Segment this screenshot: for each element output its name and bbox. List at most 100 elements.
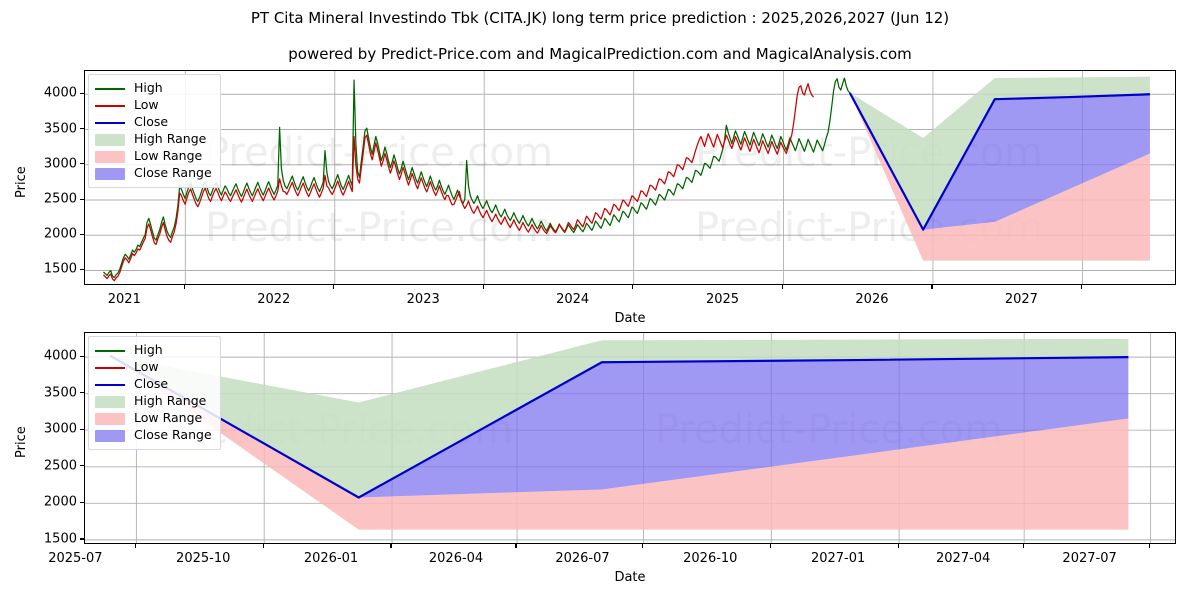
x-tick-mark — [1022, 544, 1024, 548]
y-tick-label: 3500 — [43, 121, 77, 136]
y-tick-label: 1500 — [43, 261, 77, 277]
x-tick-mark — [931, 285, 933, 289]
legend-swatch-close-range-icon — [95, 167, 125, 181]
y-tick-mark — [80, 128, 84, 130]
legend-item[interactable]: Close Range — [95, 427, 212, 444]
legend-swatch-mark — [95, 167, 125, 180]
legend-item-label: High — [134, 80, 163, 96]
legend-swatch-high-range-icon — [95, 133, 125, 147]
close-range-band — [849, 92, 1150, 230]
x-tick-mark — [897, 544, 899, 548]
legend-swatch-mark — [95, 429, 125, 442]
x-tick-mark — [183, 285, 185, 289]
legend-swatch-low-range-icon — [95, 412, 125, 426]
x-axis-label: Date — [614, 570, 646, 585]
legend-item[interactable]: Low — [95, 97, 212, 114]
legend-item[interactable]: High Range — [95, 393, 212, 410]
legend-item-label: Low Range — [134, 410, 203, 426]
legend-item-label: High Range — [134, 393, 207, 409]
chart-legend: High Low Close High Range Low Range Close Ran… — [88, 74, 221, 188]
legend-swatch-high-range-icon — [95, 395, 125, 409]
y-tick-mark — [80, 163, 84, 165]
legend-item-label: High Range — [134, 131, 207, 147]
x-tick-mark — [781, 285, 784, 289]
legend-item[interactable]: Low Range — [95, 148, 212, 165]
x-tick-mark — [641, 544, 644, 548]
legend-item[interactable]: High — [95, 342, 212, 359]
legend-swatch-close-icon — [95, 116, 125, 130]
y-tick-label: 3000 — [43, 421, 77, 437]
legend-swatch-high-icon — [95, 82, 125, 96]
x-tick-mark — [482, 285, 484, 289]
y-tick-label: 3500 — [43, 385, 77, 401]
legend-swatch-mark — [95, 150, 125, 163]
low-range-band — [849, 92, 1150, 261]
legend-item[interactable]: High — [95, 80, 212, 97]
legend-item[interactable]: Close — [95, 376, 212, 393]
watermark-text: Predict-Price.com — [205, 205, 553, 251]
legend-item-label: High — [134, 342, 163, 358]
legend-swatch-close-icon — [95, 378, 125, 392]
y-tick-mark — [80, 92, 84, 94]
x-tick-label: 2027-04 — [936, 551, 991, 566]
legend-item[interactable]: Low Range — [95, 410, 212, 427]
x-tick-label: 2025-10 — [176, 551, 231, 566]
x-tick-label: 2027 — [1004, 292, 1038, 307]
top-chart-panel: Predict-Price.com Predict-Price.com Predic… — [84, 70, 1176, 285]
x-tick-label: 2025-07 — [48, 551, 103, 566]
legend-swatch-close-range-icon — [95, 429, 125, 443]
y-tick-mark — [80, 501, 84, 504]
legend-item[interactable]: Close Range — [95, 165, 212, 182]
y-axis-label: Price — [14, 426, 29, 458]
close-prediction-line — [848, 92, 1151, 231]
legend-swatch-mark — [95, 349, 125, 352]
legend-swatch-mark — [95, 133, 125, 146]
x-tick-mark — [632, 285, 634, 289]
y-tick-label: 3000 — [43, 156, 77, 172]
y-tick-mark — [80, 538, 84, 540]
x-tick-label: 2027-07 — [1062, 551, 1117, 566]
x-tick-label: 2024 — [556, 292, 590, 307]
x-tick-label: 2021 — [107, 292, 141, 307]
page-subtitle: powered by Predict-Price.com and Magical… — [288, 45, 912, 63]
x-tick-label: 2026-01 — [303, 551, 359, 566]
legend-swatch-mark — [95, 383, 125, 386]
legend-item[interactable]: Close — [95, 114, 212, 131]
x-tick-mark — [515, 544, 517, 548]
legend-swatch-mark — [95, 121, 125, 124]
x-tick-mark — [769, 544, 771, 548]
history-low-line — [102, 83, 815, 282]
x-tick-mark — [262, 544, 264, 548]
y-tick-mark — [80, 392, 84, 394]
legend-swatch-mark — [95, 366, 125, 369]
y-tick-label: 2500 — [43, 458, 77, 474]
legend-item[interactable]: Low — [95, 359, 212, 376]
x-tick-mark — [1080, 285, 1082, 289]
x-tick-label: 2022 — [257, 292, 291, 307]
legend-swatch-mark — [95, 104, 125, 107]
legend-swatch-low-icon — [95, 99, 125, 113]
y-tick-mark — [80, 428, 84, 430]
legend-item[interactable]: High Range — [95, 131, 212, 148]
chart-canvas: Predict-Price.com Predict-Price.comPredic… — [85, 71, 1175, 284]
x-tick-label: 2026-07 — [555, 551, 610, 566]
x-tick-mark — [1149, 544, 1151, 548]
x-tick-label: 2026-10 — [683, 551, 738, 566]
y-tick-label: 4000 — [43, 85, 77, 101]
y-tick-label: 4000 — [43, 348, 77, 364]
x-tick-mark — [333, 285, 335, 289]
legend-swatch-low-range-icon — [95, 150, 125, 164]
x-tick-label: 2026 — [855, 292, 889, 307]
y-tick-label: 2000 — [43, 226, 77, 242]
x-axis-label: Date — [614, 311, 646, 326]
x-tick-label: 2027-01 — [810, 551, 866, 566]
legend-swatch-high-icon — [95, 344, 125, 358]
y-tick-label: 2500 — [43, 191, 77, 207]
high-range-band — [849, 76, 1150, 230]
y-tick-mark — [80, 233, 84, 235]
legend-item-label: Close — [134, 376, 169, 392]
y-tick-mark — [80, 198, 84, 200]
x-tick-label: 2025 — [705, 292, 740, 307]
